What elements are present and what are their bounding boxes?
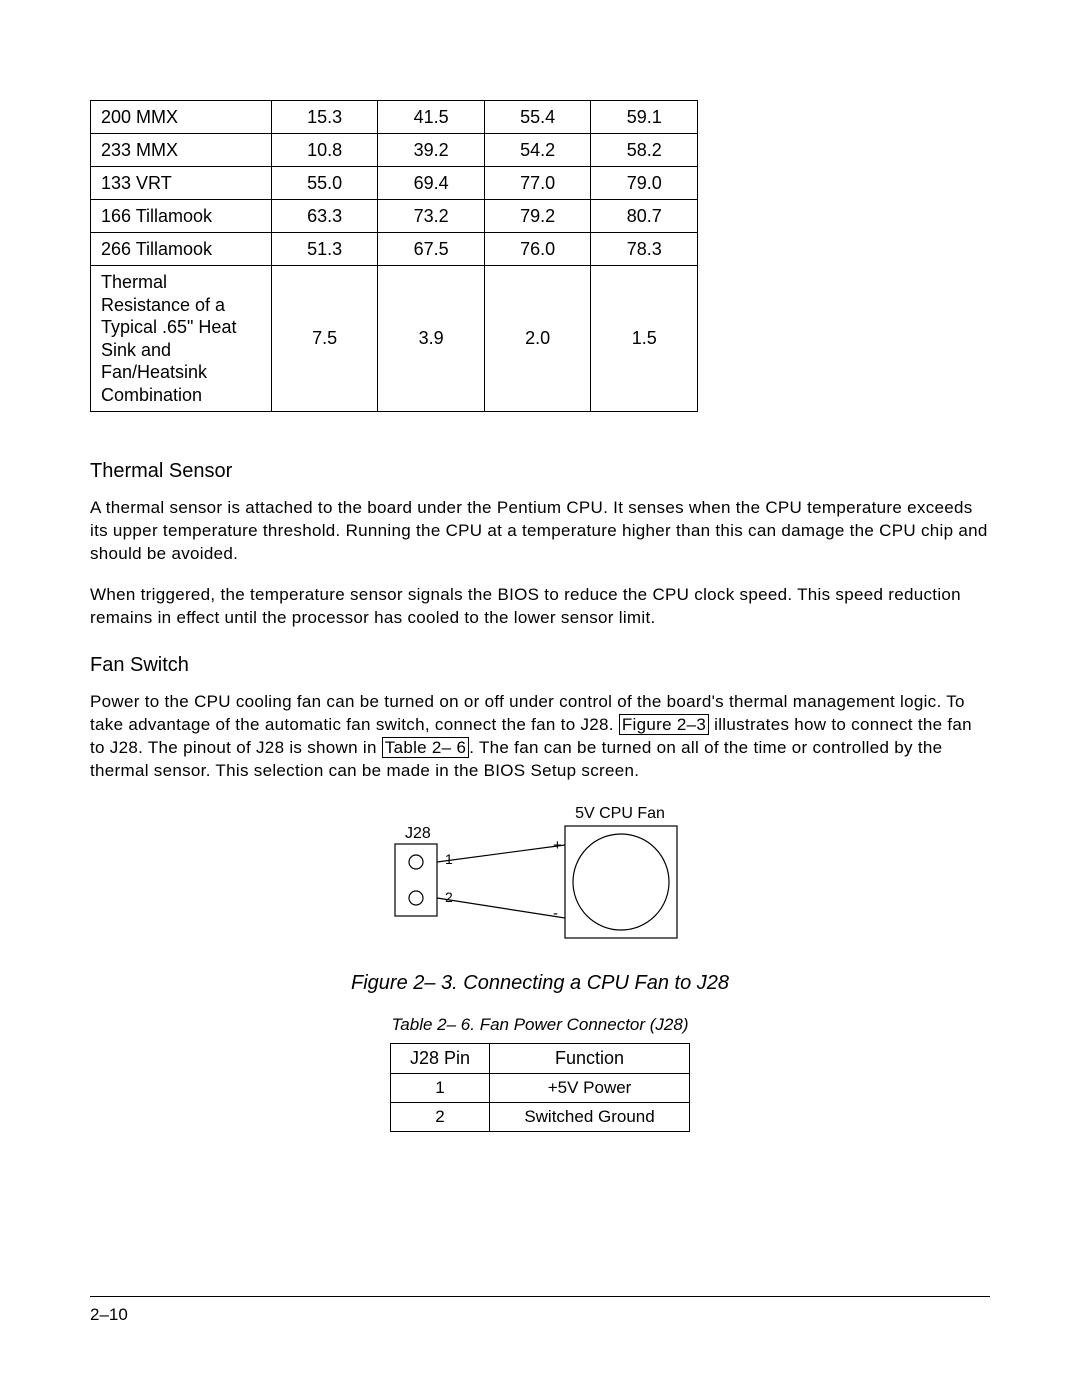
row-label: Thermal Resistance of a Typical .65" Hea… [91, 266, 272, 412]
column-header-function: Function [490, 1044, 690, 1074]
cell-value: 54.2 [484, 134, 591, 167]
table-row: 133 VRT55.069.477.079.0 [91, 167, 698, 200]
cell-value: 59.1 [591, 101, 698, 134]
svg-text:5V CPU Fan: 5V CPU Fan [575, 805, 665, 822]
cell-value: 2.0 [484, 266, 591, 412]
table-header-row: J28 Pin Function [391, 1044, 690, 1074]
cell-value: 41.5 [378, 101, 485, 134]
table-row: 266 Tillamook51.367.576.078.3 [91, 233, 698, 266]
fan-diagram-icon: 5V CPU Fan J28 1 2 + - [375, 800, 705, 950]
svg-text:2: 2 [445, 889, 453, 905]
table-row: 2Switched Ground [391, 1103, 690, 1132]
cell-value: 67.5 [378, 233, 485, 266]
cell-value: 79.2 [484, 200, 591, 233]
cell-value: 79.0 [591, 167, 698, 200]
row-label: 266 Tillamook [91, 233, 272, 266]
page-number: 2–10 [90, 1305, 128, 1324]
svg-text:+: + [553, 837, 562, 854]
cell-value: 15.3 [271, 101, 378, 134]
paragraph: When triggered, the temperature sensor s… [90, 584, 990, 630]
row-label: 166 Tillamook [91, 200, 272, 233]
svg-text:-: - [553, 905, 558, 922]
heading-fan-switch: Fan Switch [90, 654, 990, 677]
row-label: 133 VRT [91, 167, 272, 200]
paragraph: Power to the CPU cooling fan can be turn… [90, 691, 990, 783]
cell-value: 80.7 [591, 200, 698, 233]
page-footer: 2–10 [90, 1296, 990, 1325]
cell-value: 78.3 [591, 233, 698, 266]
cell-pin: 1 [391, 1074, 490, 1103]
cell-pin: 2 [391, 1103, 490, 1132]
cell-value: 77.0 [484, 167, 591, 200]
figure-reference-link[interactable]: Figure 2–3 [619, 714, 709, 735]
cell-value: 39.2 [378, 134, 485, 167]
heading-thermal-sensor: Thermal Sensor [90, 460, 990, 483]
svg-text:1: 1 [445, 851, 453, 867]
row-label: 200 MMX [91, 101, 272, 134]
cell-function: +5V Power [490, 1074, 690, 1103]
cell-value: 55.4 [484, 101, 591, 134]
cell-value: 69.4 [378, 167, 485, 200]
cell-value: 10.8 [271, 134, 378, 167]
pinout-table: J28 Pin Function 1+5V Power2Switched Gro… [390, 1043, 690, 1132]
table-row: 1+5V Power [391, 1074, 690, 1103]
column-header-pin: J28 Pin [391, 1044, 490, 1074]
cell-value: 51.3 [271, 233, 378, 266]
table-row: 166 Tillamook63.373.279.280.7 [91, 200, 698, 233]
row-label: 233 MMX [91, 134, 272, 167]
table-row: 233 MMX10.839.254.258.2 [91, 134, 698, 167]
table-row: Thermal Resistance of a Typical .65" Hea… [91, 266, 698, 412]
table-caption: Table 2– 6. Fan Power Connector (J28) [391, 1015, 688, 1035]
figure-cpu-fan: 5V CPU FanJ2812+- Figure 2– 3. Connectin… [90, 800, 990, 1132]
table-row: 200 MMX15.341.555.459.1 [91, 101, 698, 134]
thermal-table: 200 MMX15.341.555.459.1233 MMX10.839.254… [90, 100, 698, 412]
page: 200 MMX15.341.555.459.1233 MMX10.839.254… [0, 0, 1080, 1397]
cell-value: 3.9 [378, 266, 485, 412]
cell-function: Switched Ground [490, 1103, 690, 1132]
cell-value: 63.3 [271, 200, 378, 233]
content-column: 200 MMX15.341.555.459.1233 MMX10.839.254… [90, 100, 990, 1132]
cell-value: 73.2 [378, 200, 485, 233]
svg-text:J28: J28 [405, 825, 431, 842]
cell-value: 58.2 [591, 134, 698, 167]
cell-value: 55.0 [271, 167, 378, 200]
paragraph: A thermal sensor is attached to the boar… [90, 497, 990, 566]
cell-value: 76.0 [484, 233, 591, 266]
cell-value: 7.5 [271, 266, 378, 412]
figure-caption: Figure 2– 3. Connecting a CPU Fan to J28 [351, 972, 729, 995]
table-reference-link[interactable]: Table 2– 6 [382, 737, 469, 758]
cell-value: 1.5 [591, 266, 698, 412]
